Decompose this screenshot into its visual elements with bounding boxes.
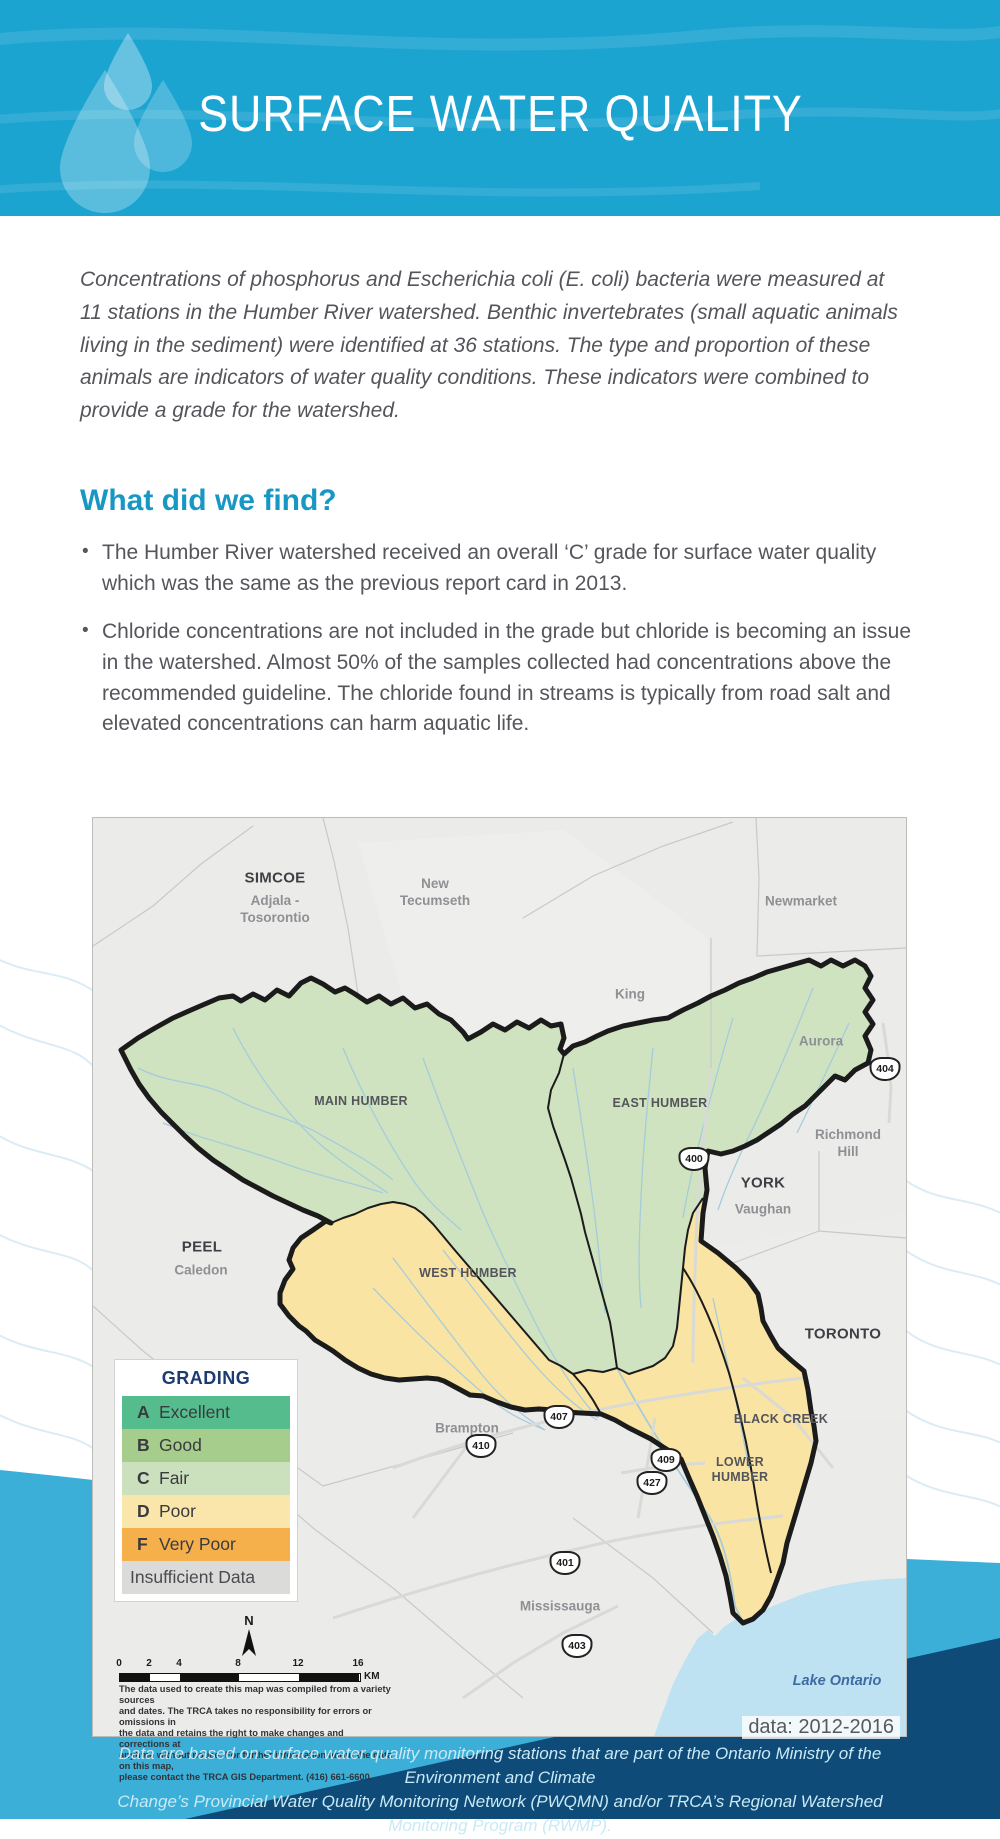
highway-404-shield: 404: [869, 1057, 901, 1081]
scale-tick: 16: [352, 1658, 364, 1669]
town-label-richmond-hill: Richmond Hill: [815, 1127, 881, 1159]
legend-title: GRADING: [161, 1368, 251, 1388]
watershed-label-west-humber: WEST HUMBER: [419, 1266, 517, 1280]
legend-row-insufficient: Insufficient Data: [122, 1561, 290, 1594]
grading-legend: GRADING A Excellent B Good C Fair D Poor…: [114, 1359, 298, 1602]
scale-bar: [119, 1673, 361, 1682]
town-label-mississauga: Mississauga: [519, 1598, 601, 1614]
lake-ontario-label: Lake Ontario: [792, 1673, 882, 1689]
watershed-label-lower-humber: LOWER HUMBER: [711, 1455, 769, 1484]
page-header: SURFACE WATER QUALITY: [0, 0, 1000, 216]
footer-source-note: Data are based on surface water quality …: [117, 1744, 883, 1836]
watershed-label-main-humber: MAIN HUMBER: [314, 1094, 408, 1108]
highway-427-shield: 427: [636, 1471, 668, 1495]
region-label-simcoe: SIMCOE: [244, 869, 306, 887]
finding-bullet: The Humber River watershed received an o…: [80, 538, 920, 599]
watershed-label-east-humber: EAST HUMBER: [612, 1096, 708, 1110]
highway-403-shield: 403: [561, 1634, 593, 1658]
legend-row-f: F Very Poor: [122, 1528, 290, 1561]
watershed-map: SIMCOE PEEL YORK TORONTO Adjala - Tosoro…: [92, 817, 907, 1782]
legend-label: Excellent: [159, 1402, 231, 1422]
scale-tick: 12: [292, 1658, 304, 1669]
highway-410-shield: 410: [465, 1434, 497, 1458]
scale-tick: 0: [116, 1658, 122, 1669]
north-label: N: [244, 1613, 254, 1628]
scale-tick: 4: [176, 1658, 182, 1669]
legend-grade: C: [137, 1468, 150, 1488]
legend-row-a: A Excellent: [122, 1396, 290, 1429]
town-label-vaughan: Vaughan: [734, 1201, 792, 1217]
header-wave-texture: [0, 25, 1000, 213]
legend-row-d: D Poor: [122, 1495, 290, 1528]
region-label-york: YORK: [740, 1174, 786, 1192]
legend-grade: A: [137, 1402, 150, 1422]
scale-tick: 8: [235, 1658, 241, 1669]
finding-bullet: Chloride concentrations are not included…: [80, 617, 920, 740]
legend-label: Fair: [159, 1468, 190, 1488]
town-label-new-tecumseth: New Tecumseth: [399, 876, 471, 908]
highway-409-shield: 409: [650, 1448, 682, 1472]
legend-label: Poor: [159, 1501, 196, 1521]
legend-grade: F: [137, 1534, 148, 1554]
highway-401-shield: 401: [549, 1551, 581, 1575]
watershed-map-graphic: [93, 818, 906, 1736]
region-label-toronto: TORONTO: [804, 1325, 882, 1343]
town-label-newmarket: Newmarket: [764, 893, 838, 909]
town-label-king: King: [615, 986, 645, 1002]
legend-row-b: B Good: [122, 1429, 290, 1462]
water-drops-icon: [60, 33, 193, 213]
scale-tick: 2: [146, 1658, 152, 1669]
legend-label: Good: [159, 1435, 202, 1455]
legend-grade: D: [137, 1501, 150, 1521]
findings-heading: What did we find?: [80, 484, 337, 517]
intro-paragraph: Concentrations of phosphorus and Escheri…: [80, 268, 898, 422]
page-title: SURFACE WATER QUALITY: [197, 85, 803, 142]
highway-400-shield: 400: [678, 1147, 710, 1171]
north-arrow-icon: [242, 1629, 256, 1656]
town-label-aurora: Aurora: [798, 1033, 844, 1049]
legend-row-c: C Fair: [122, 1462, 290, 1495]
scale-unit: KM: [364, 1671, 380, 1682]
watershed-label-black-creek: BLACK CREEK: [733, 1412, 829, 1426]
town-label-brampton: Brampton: [435, 1420, 499, 1436]
legend-label: Very Poor: [159, 1534, 236, 1554]
legend-grade: B: [137, 1435, 150, 1455]
highway-407-shield: 407: [543, 1405, 575, 1429]
town-label-caledon: Caledon: [174, 1262, 228, 1278]
data-period-note: data: 2012-2016: [742, 1716, 900, 1739]
findings-list: The Humber River watershed received an o…: [80, 538, 920, 758]
map-disclaimer: The data used to create this map was com…: [119, 1684, 393, 1782]
region-label-peel: PEEL: [181, 1238, 223, 1256]
town-label-adjala-tosorontio: Adjala - Tosorontio: [240, 893, 310, 925]
